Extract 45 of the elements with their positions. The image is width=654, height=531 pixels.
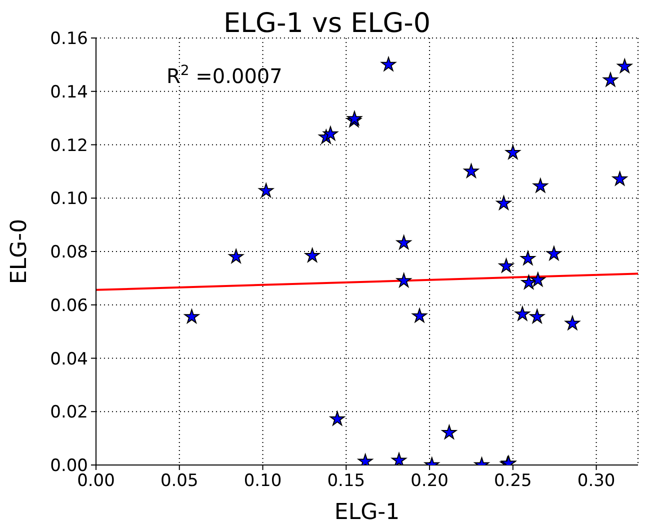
point bbox=[396, 273, 412, 288]
point bbox=[612, 171, 628, 186]
x-tick-label: 0.15 bbox=[327, 471, 366, 492]
point bbox=[323, 126, 338, 140]
y-tick-label: 0.06 bbox=[50, 296, 88, 316]
point bbox=[412, 308, 427, 322]
point bbox=[464, 164, 479, 178]
x-tick-label: 0.10 bbox=[244, 471, 282, 492]
point bbox=[603, 72, 618, 87]
y-tick-label: 0.08 bbox=[50, 242, 88, 263]
point bbox=[392, 452, 406, 465]
point bbox=[530, 309, 545, 324]
point bbox=[505, 144, 520, 160]
x-tick-label: 0.30 bbox=[577, 471, 616, 492]
point bbox=[330, 411, 345, 426]
point bbox=[617, 58, 632, 73]
point bbox=[396, 235, 412, 250]
point bbox=[530, 272, 546, 286]
point bbox=[442, 424, 457, 440]
y-tick-label: 0.02 bbox=[50, 402, 88, 423]
y-axis-title: ELG-0 bbox=[6, 218, 32, 284]
chart-title: ELG-1 vs ELG-0 bbox=[223, 8, 431, 39]
point bbox=[498, 258, 514, 273]
y-tick-label: 0.16 bbox=[50, 29, 88, 50]
point bbox=[565, 316, 580, 330]
point bbox=[228, 249, 244, 264]
annotation: R$^{2}$ =0.0007 bbox=[166, 63, 282, 88]
point bbox=[304, 248, 320, 262]
point bbox=[381, 56, 396, 72]
point bbox=[184, 309, 200, 324]
point bbox=[532, 178, 548, 193]
point bbox=[521, 274, 536, 290]
x-axis-title: ELG-1 bbox=[334, 500, 400, 525]
point bbox=[496, 196, 512, 210]
x-tick-label: 0.25 bbox=[494, 471, 532, 492]
y-tick-label: 0.14 bbox=[50, 82, 88, 102]
x-tick-label: 0.20 bbox=[410, 471, 448, 492]
point bbox=[258, 183, 274, 198]
point bbox=[514, 306, 530, 321]
point bbox=[546, 246, 562, 260]
x-tick-label: 0.05 bbox=[160, 471, 198, 492]
point bbox=[520, 250, 536, 266]
y-tick-label: 0.10 bbox=[50, 189, 88, 210]
y-tick-label: 0.12 bbox=[50, 136, 88, 156]
y-tick-label: 0.04 bbox=[50, 349, 88, 370]
